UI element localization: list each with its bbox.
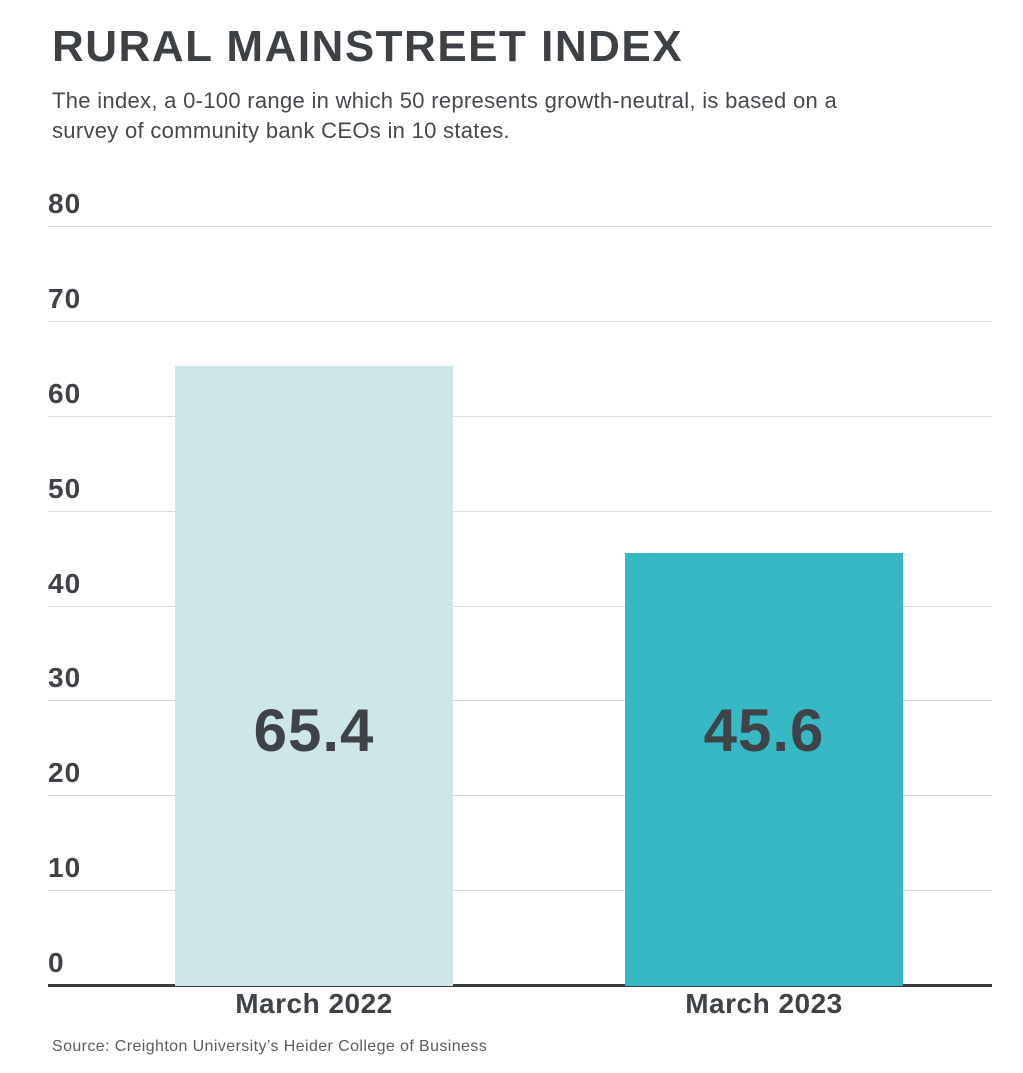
plot-area: 0 10 20 30 40 50 60 70 80 65.4 45.6 — [48, 189, 992, 987]
y-tick-label: 80 — [48, 188, 82, 219]
x-axis-label: March 2022 — [235, 988, 393, 1019]
chart-title: RURAL MAINSTREET INDEX — [52, 22, 684, 71]
y-tick-label: 30 — [48, 662, 82, 694]
chart-subtitle: The index, a 0-100 range in which 50 rep… — [52, 88, 837, 143]
gridline — [48, 795, 992, 797]
bar-value-label: 65.4 — [253, 697, 375, 764]
y-tick-label: 20 — [48, 757, 82, 789]
x-axis-line — [48, 984, 992, 987]
y-tick-label: 70 — [48, 282, 82, 314]
bar-value-label: 45.6 — [703, 697, 825, 764]
bar-march-2022: 65.4 — [175, 365, 453, 986]
gridline — [48, 510, 992, 512]
x-axis-label: March 2023 — [685, 988, 843, 1019]
y-tick-label: 0 — [48, 947, 65, 978]
gridline — [48, 605, 992, 607]
y-tick-label: 60 — [48, 377, 82, 409]
gridline — [48, 415, 992, 417]
gridline — [48, 700, 992, 702]
y-tick-label: 10 — [48, 852, 82, 884]
y-tick-label: 50 — [48, 472, 82, 504]
gridline — [48, 890, 992, 892]
source-note: Source: Creighton University’s Heider Co… — [52, 1038, 488, 1055]
bar-march-2023: 45.6 — [625, 553, 903, 986]
y-tick-label: 40 — [48, 567, 82, 599]
gridline — [48, 320, 992, 322]
gridline — [48, 226, 992, 227]
